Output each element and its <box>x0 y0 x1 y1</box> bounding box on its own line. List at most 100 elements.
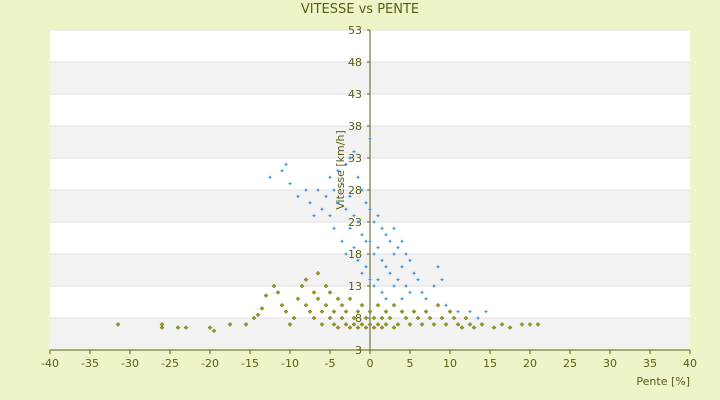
data-point-series-2 <box>491 325 497 330</box>
data-point-series-1 <box>332 226 336 230</box>
data-point-series-2 <box>507 325 513 330</box>
data-point-series-2 <box>263 293 269 298</box>
data-point-series-2 <box>159 325 165 330</box>
data-point-series-1 <box>388 271 392 275</box>
data-point-series-1 <box>432 284 436 288</box>
data-point-series-2 <box>379 325 385 330</box>
data-point-series-2 <box>391 302 397 308</box>
x-tick-label: 15 <box>483 357 497 370</box>
y-tick-label: 8 <box>355 312 362 325</box>
data-point-series-2 <box>391 325 397 330</box>
data-point-series-2 <box>343 322 349 327</box>
x-tick-label: -10 <box>281 357 299 370</box>
data-point-series-1 <box>296 194 300 198</box>
data-point-series-1 <box>332 188 336 192</box>
data-point-series-1 <box>396 278 400 282</box>
data-point-series-1 <box>356 175 360 179</box>
data-point-series-2 <box>343 309 349 314</box>
data-point-series-1 <box>436 265 440 269</box>
data-point-series-2 <box>371 325 377 330</box>
data-point-series-2 <box>423 309 429 314</box>
data-point-series-1 <box>420 290 424 294</box>
x-tick-label: -40 <box>41 357 59 370</box>
data-point-series-2 <box>519 322 525 327</box>
y-tick-label: 3 <box>355 344 362 357</box>
data-point-series-1 <box>352 150 356 154</box>
data-point-series-1 <box>372 252 376 256</box>
data-point-series-1 <box>304 188 308 192</box>
data-point-series-2 <box>347 325 353 330</box>
data-point-series-2 <box>251 315 257 321</box>
data-point-series-1 <box>348 194 352 198</box>
data-point-series-2 <box>367 322 373 327</box>
data-point-series-2 <box>323 302 329 308</box>
data-point-series-1 <box>356 220 360 224</box>
data-point-series-1 <box>368 137 372 141</box>
data-point-series-2 <box>339 315 345 321</box>
data-point-series-1 <box>356 258 360 262</box>
x-tick-label: 35 <box>643 357 657 370</box>
data-point-series-1 <box>400 265 404 269</box>
data-point-series-2 <box>439 315 445 321</box>
data-point-series-2 <box>299 283 305 289</box>
data-point-series-2 <box>363 325 369 330</box>
data-point-series-1 <box>372 220 376 224</box>
data-point-series-2 <box>427 315 433 321</box>
data-point-series-2 <box>351 322 357 327</box>
data-point-series-2 <box>295 296 301 302</box>
data-point-series-1 <box>316 188 320 192</box>
data-point-series-2 <box>463 315 469 321</box>
data-point-series-2 <box>355 309 361 314</box>
data-point-series-1 <box>476 316 480 320</box>
data-point-series-2 <box>327 315 333 321</box>
data-point-series-1 <box>268 175 272 179</box>
x-tick-label: 40 <box>683 357 697 370</box>
data-point-series-1 <box>392 252 396 256</box>
data-point-series-1 <box>440 278 444 282</box>
data-point-series-2 <box>271 283 277 289</box>
data-point-series-1 <box>384 265 388 269</box>
data-point-series-2 <box>467 322 473 327</box>
data-point-series-2 <box>335 296 341 302</box>
data-point-series-2 <box>115 322 121 327</box>
data-point-series-2 <box>431 322 437 327</box>
data-point-series-2 <box>451 315 457 321</box>
data-point-series-2 <box>411 309 417 314</box>
data-point-series-2 <box>291 315 297 321</box>
data-point-series-2 <box>311 315 317 321</box>
data-point-series-2 <box>227 322 233 327</box>
y-tick-label: 48 <box>348 56 362 69</box>
data-point-series-1 <box>392 226 396 230</box>
x-tick-label: -5 <box>325 357 336 370</box>
data-point-series-1 <box>384 297 388 301</box>
data-point-series-2 <box>435 302 441 308</box>
y-tick-label: 33 <box>348 152 362 165</box>
data-point-series-1 <box>336 201 340 205</box>
data-point-series-1 <box>328 175 332 179</box>
data-point-series-2 <box>359 322 365 327</box>
data-point-series-1 <box>444 303 448 307</box>
data-point-series-2 <box>383 322 389 327</box>
data-point-series-2 <box>331 309 337 314</box>
data-point-series-1 <box>344 207 348 211</box>
data-point-series-1 <box>484 310 488 314</box>
y-tick-label: 23 <box>348 216 362 229</box>
data-point-series-2 <box>375 302 381 308</box>
x-tick-label: 5 <box>407 357 414 370</box>
data-point-series-1 <box>284 162 288 166</box>
y-tick-label: 18 <box>348 248 362 261</box>
data-point-series-2 <box>455 322 461 327</box>
data-point-series-1 <box>352 246 356 250</box>
x-tick-label: 20 <box>523 357 537 370</box>
data-point-series-2 <box>363 315 369 321</box>
x-tick-label: 25 <box>563 357 577 370</box>
data-point-series-2 <box>443 322 449 327</box>
y-tick-label: 53 <box>348 24 362 37</box>
data-point-series-1 <box>344 162 348 166</box>
data-point-series-1 <box>396 246 400 250</box>
x-tick-label: 0 <box>367 357 374 370</box>
data-point-series-1 <box>412 271 416 275</box>
data-point-series-2 <box>319 309 325 314</box>
data-point-series-2 <box>479 322 485 327</box>
